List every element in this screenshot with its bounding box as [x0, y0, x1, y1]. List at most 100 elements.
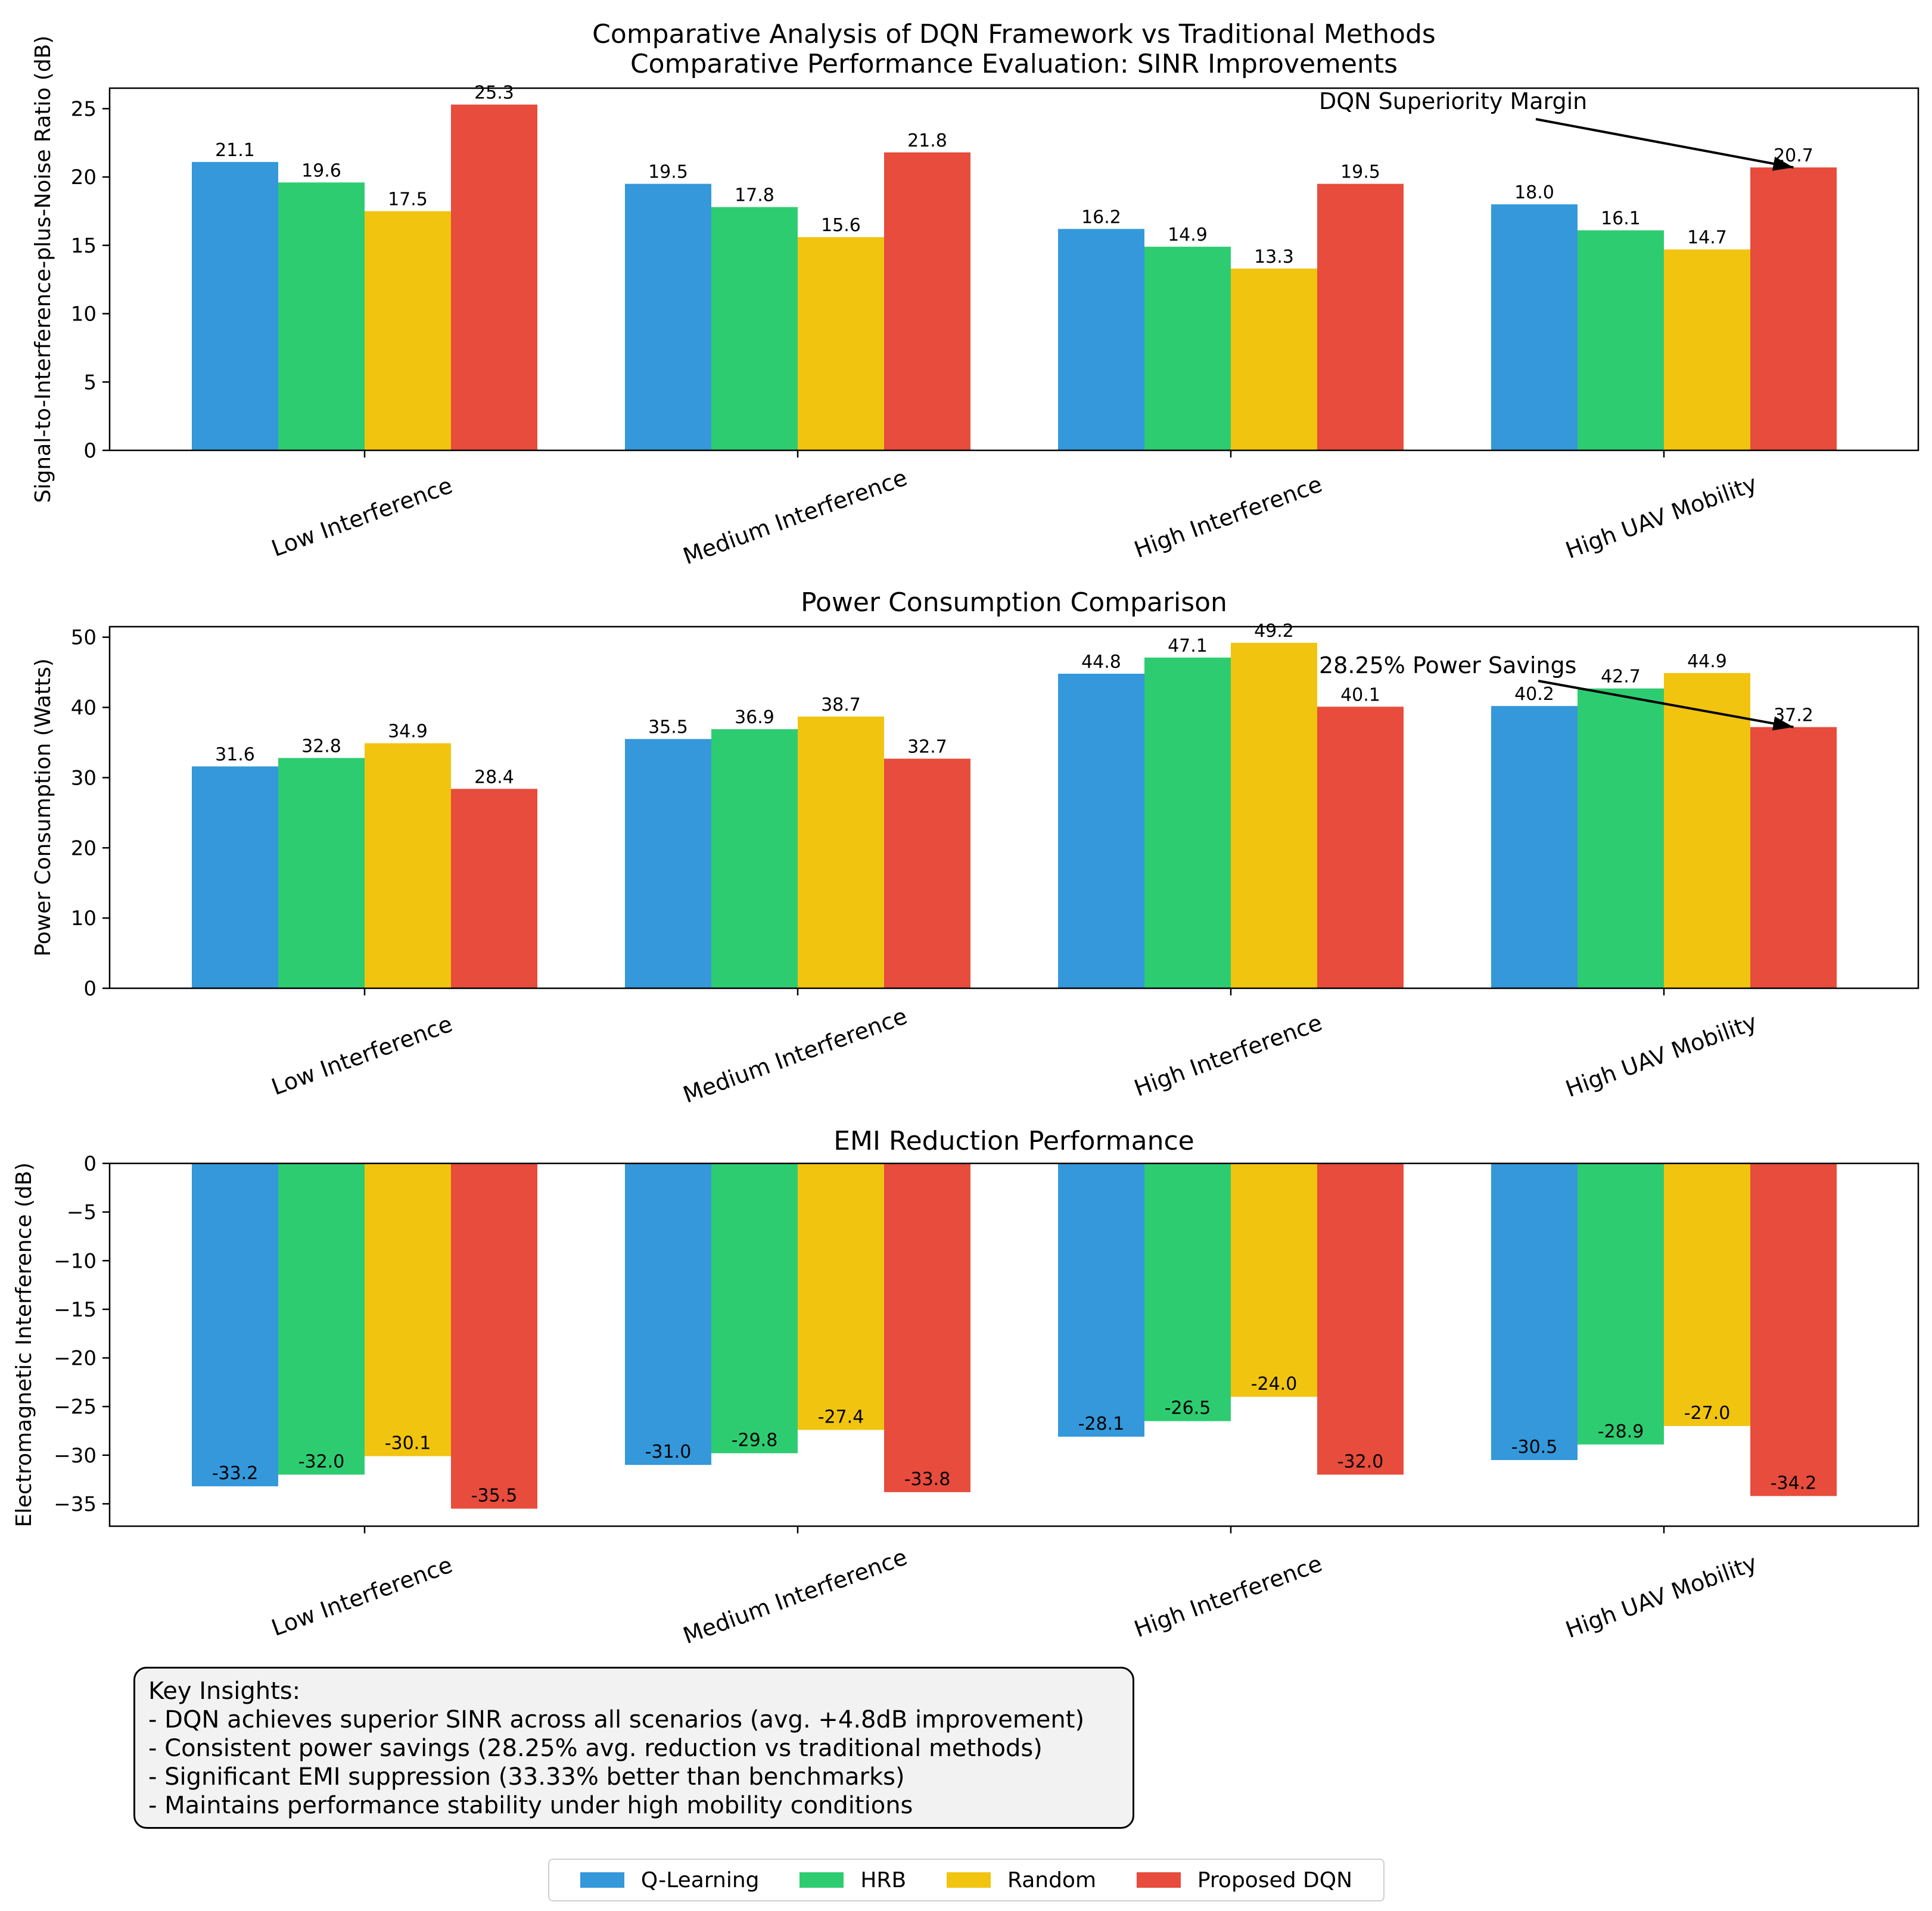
x-tick-label: High UAV Mobility — [1562, 1009, 1760, 1102]
bar-q-learning — [1491, 706, 1578, 988]
bar-proposed-dqn — [451, 789, 537, 988]
bar-value-label: 14.7 — [1687, 228, 1727, 248]
legend-swatch — [799, 1872, 844, 1888]
bar-q-learning — [1491, 1163, 1578, 1460]
bar-value-label: 21.1 — [215, 140, 255, 161]
y-axis-label: Power Consumption (Watts) — [31, 658, 55, 957]
bar-value-label: -33.8 — [904, 1469, 951, 1490]
bar-random — [1664, 673, 1750, 988]
chart-panel-1: Comparative Performance Evaluation: SINR… — [31, 36, 1919, 569]
charts-group: Comparative Performance Evaluation: SINR… — [12, 36, 1919, 1649]
y-tick-label: −5 — [67, 1201, 97, 1225]
bar-value-label: -30.1 — [385, 1433, 431, 1454]
y-tick-label: 50 — [71, 626, 97, 650]
bar-value-label: 28.4 — [474, 767, 514, 788]
x-tick-label: High UAV Mobility — [1562, 470, 1760, 564]
annotation-arrowhead — [1772, 716, 1794, 731]
bar-value-label: -35.5 — [471, 1486, 518, 1507]
legend-item: Q-Learning — [580, 1868, 760, 1893]
bar-proposed-dqn — [1317, 183, 1404, 450]
bar-value-label: 15.6 — [821, 215, 861, 236]
x-tick-label: High Interference — [1131, 471, 1326, 563]
y-tick-label: −10 — [54, 1249, 97, 1273]
bar-value-label: 36.9 — [735, 707, 774, 728]
bar-value-label: 40.2 — [1514, 684, 1554, 705]
bar-value-label: 47.1 — [1168, 636, 1208, 656]
y-tick-label: 20 — [71, 836, 97, 860]
annotation-text: 28.25% Power Savings — [1319, 652, 1576, 679]
bar-value-label: 40.1 — [1340, 684, 1380, 705]
x-tick-label: Medium Interference — [680, 1003, 911, 1108]
y-tick-label: 0 — [83, 977, 97, 1001]
bar-q-learning — [625, 1163, 711, 1465]
bar-value-label: 44.9 — [1687, 651, 1727, 672]
bar-random — [365, 211, 451, 450]
bar-value-label: 32.8 — [301, 736, 341, 757]
bar-proposed-dqn — [884, 152, 970, 450]
bar-value-label: -27.4 — [818, 1406, 864, 1427]
figure-suptitle: Comparative Analysis of DQN Framework vs… — [592, 19, 1436, 49]
bar-proposed-dqn — [1750, 727, 1837, 988]
bar-random — [1231, 268, 1317, 450]
bar-value-label: -32.0 — [298, 1451, 345, 1472]
bar-q-learning — [1491, 204, 1578, 450]
bar-hrb — [278, 1163, 365, 1475]
bar-q-learning — [192, 1163, 278, 1487]
bar-q-learning — [1058, 1163, 1144, 1437]
bar-value-label: -29.8 — [732, 1430, 778, 1451]
bar-value-label: 17.5 — [388, 189, 428, 210]
y-tick-label: −35 — [54, 1492, 97, 1516]
bar-proposed-dqn — [1317, 706, 1404, 988]
bar-value-label: 21.8 — [907, 130, 947, 151]
x-tick-label: Medium Interference — [680, 464, 911, 569]
bar-value-label: 34.9 — [388, 721, 428, 742]
bar-value-label: -28.1 — [1078, 1414, 1125, 1434]
bar-value-label: -24.0 — [1251, 1374, 1298, 1395]
chart-panel-2: Power Consumption Comparison 31.6 35.5 44.8… — [31, 587, 1919, 1108]
legend: Q-Learning HRB Random Proposed DQN — [548, 1859, 1385, 1901]
bar-value-label: -30.5 — [1511, 1437, 1558, 1458]
bar-value-label: 19.6 — [301, 160, 341, 181]
annotation-arrow — [1538, 680, 1794, 729]
bar-value-label: 19.5 — [648, 162, 688, 183]
x-tick-label: Low Interference — [268, 1551, 456, 1641]
bar-random — [1664, 1163, 1750, 1426]
y-tick-label: 40 — [71, 696, 97, 720]
plot-frame — [108, 1162, 1919, 1527]
chart-title: Comparative Performance Evaluation: SINR… — [630, 49, 1398, 79]
annotation-arrowhead — [1772, 157, 1794, 171]
bar-q-learning — [192, 161, 278, 450]
bar-proposed-dqn — [451, 104, 537, 450]
bar-value-label: 19.5 — [1340, 162, 1380, 183]
bar-value-label: 44.8 — [1081, 652, 1121, 673]
chart-title: EMI Reduction Performance — [833, 1126, 1194, 1156]
bar-proposed-dqn — [451, 1163, 537, 1509]
bar-proposed-dqn — [1750, 167, 1837, 450]
bar-proposed-dqn — [884, 758, 970, 988]
bar-random — [365, 743, 451, 988]
bar-value-label: 16.2 — [1081, 207, 1121, 228]
bar-value-label: -33.2 — [212, 1463, 259, 1484]
insights-line: - Maintains performance stability under … — [148, 1792, 913, 1819]
bar-value-label: -31.0 — [645, 1442, 692, 1462]
legend-label: Random — [1007, 1868, 1097, 1893]
bar-value-label: -26.5 — [1165, 1398, 1211, 1419]
x-tick-label: Low Interference — [268, 1010, 456, 1100]
bar-hrb — [711, 1163, 798, 1454]
annotation-arrow — [1535, 118, 1794, 169]
bar-value-label: 32.7 — [907, 737, 947, 758]
insights-line: - Significant EMI suppression (33.33% be… — [148, 1763, 905, 1791]
chart-panel-3: EMI Reduction Performance -33.2 -31.0 -28.1… — [12, 1126, 1919, 1649]
bar-value-label: -28.9 — [1598, 1421, 1644, 1442]
plot-frame — [108, 625, 1919, 989]
y-tick-label: 20 — [71, 166, 97, 189]
bar-hrb — [278, 758, 365, 988]
bar-value-label: 35.5 — [648, 717, 688, 738]
legend-item: Proposed DQN — [1136, 1868, 1352, 1893]
legend-swatch — [1136, 1872, 1181, 1888]
legend-item: Random — [946, 1868, 1097, 1893]
bar-hrb — [1578, 230, 1664, 450]
bar-hrb — [1144, 247, 1231, 450]
y-tick-label: −20 — [54, 1347, 97, 1371]
